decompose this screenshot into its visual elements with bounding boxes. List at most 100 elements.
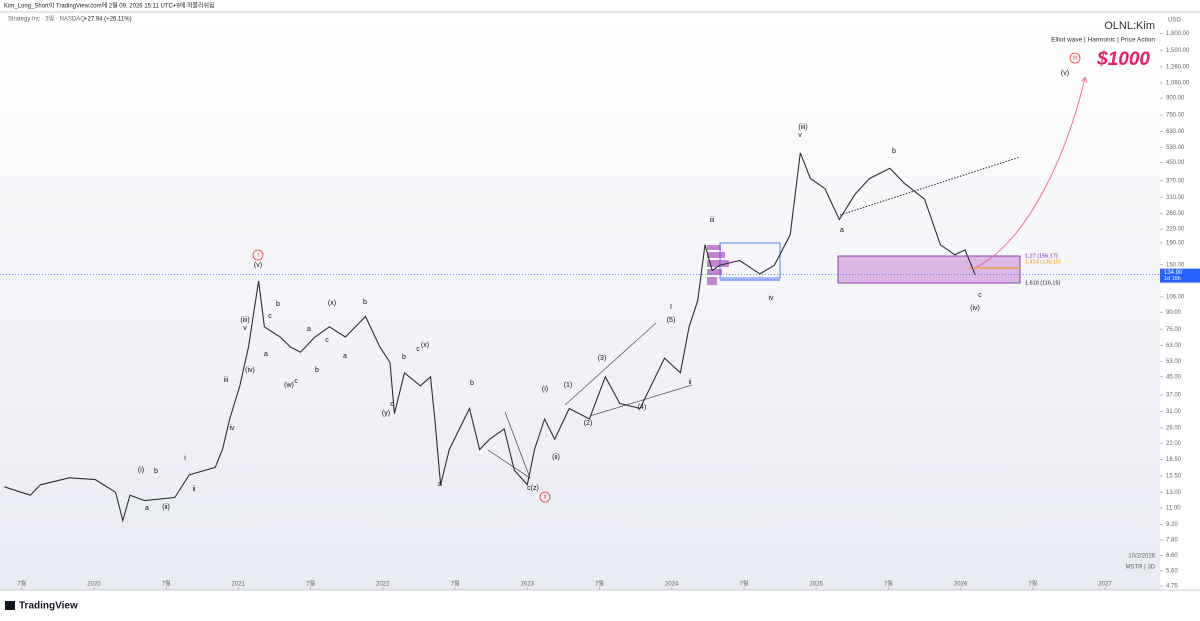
x-tick-label: 2026 (954, 582, 968, 588)
y-tick-label: 1,260.00 (1166, 64, 1190, 70)
y-tick-label: 4.75 (1166, 584, 1178, 590)
x-tick-label: 7월 (740, 580, 749, 588)
wave-label: a (438, 481, 442, 488)
y-tick-label: 13.00 (1166, 490, 1182, 496)
wave-label: b (276, 301, 280, 308)
wave-label: (iii) (798, 124, 807, 131)
wave-label: a (145, 505, 149, 512)
wave-label: (2) (584, 420, 593, 427)
wave-label: b (402, 354, 406, 361)
x-tick-label: 2024 (665, 582, 679, 588)
y-tick-label: 6.60 (1166, 553, 1178, 559)
y-tick-label: 31.00 (1166, 409, 1182, 415)
y-tick-label: 63.00 (1166, 343, 1182, 349)
wave-label: ii (688, 379, 692, 386)
y-tick-label: 1,500.00 (1166, 48, 1190, 54)
wave-label: (w) (284, 382, 294, 389)
wave-label: b (892, 148, 896, 155)
x-tick-label: 2022 (376, 582, 390, 588)
date-note: 10/2/2026 (1128, 554, 1155, 560)
chart-subtitle: Elliot wave | Harmonic | Price Action (1051, 37, 1155, 44)
wave-label: v (243, 325, 247, 332)
volume-profile (707, 245, 729, 285)
wave-label: (i) (542, 386, 548, 393)
wave-label: I (670, 304, 672, 311)
y-tick-label: 45.00 (1166, 374, 1182, 380)
wave-label: ii (192, 486, 196, 493)
x-tick-label: 7월 (17, 580, 26, 588)
wave-label: v (798, 132, 802, 139)
fib-zone (837, 255, 1021, 284)
wave-label: iii (710, 217, 715, 224)
wave-label: iii (1073, 56, 1077, 62)
wave-label: b (154, 468, 158, 475)
x-tick-label: 7월 (1028, 580, 1037, 588)
projection-curve (974, 78, 1085, 269)
wave-label: (4) (638, 404, 647, 411)
y-tick-label: 1,800.00 (1166, 31, 1190, 37)
wave-label: (iv) (245, 367, 255, 374)
x-tick-label: 2023 (521, 582, 535, 588)
y-tick-label: 150.00 (1166, 262, 1185, 268)
y-tick-label: 75.00 (1166, 327, 1182, 333)
y-tick-label: 370.00 (1166, 178, 1185, 184)
change: +27.94 (+26.11%) (84, 17, 132, 23)
y-tick-label: 9.20 (1166, 522, 1178, 528)
wave-label: ii (544, 495, 547, 501)
wave-label: (3) (598, 355, 607, 362)
wave-label: c (390, 401, 394, 408)
y-tick-label: 5.60 (1166, 568, 1178, 574)
wave-label: i (257, 253, 258, 259)
y-tick-label: 310.00 (1166, 195, 1185, 201)
wave-label: c (294, 378, 298, 385)
wave-label: (ii) (552, 454, 560, 461)
wave-label: (ii) (162, 504, 170, 511)
fib-label: 1.618 (116.15) (1025, 280, 1061, 286)
wave-label: a (840, 227, 844, 234)
y-tick-label: 750.00 (1166, 113, 1185, 119)
wave-label: (x) (421, 342, 429, 349)
price-axis-area (1160, 12, 1200, 590)
x-tick-label: 7월 (884, 580, 893, 588)
wave-label: b (363, 299, 367, 306)
logo[interactable]: TradingView (19, 601, 78, 612)
x-tick-label: 7월 (306, 580, 315, 588)
wave-label: iv (229, 425, 235, 432)
wave-label: (v) (254, 262, 262, 269)
wave-label: (x) (328, 300, 336, 307)
y-tick-label: 106.00 (1166, 295, 1185, 301)
wave-label: iv (768, 295, 774, 302)
y-tick-label: 11.00 (1166, 505, 1181, 511)
wave-label: (iii) (240, 317, 249, 324)
wave-circle (1069, 52, 1081, 64)
wave-circle (539, 491, 551, 503)
x-tick-label: 2027 (1098, 582, 1112, 588)
y-tick-label: 1,060.00 (1166, 80, 1190, 86)
y-tick-label: 260.00 (1166, 211, 1185, 217)
wave-label: (i) (138, 467, 144, 474)
y-tick-label: 37.00 (1166, 393, 1182, 399)
wave-label: (y) (382, 410, 390, 417)
wave-label: c (268, 313, 272, 320)
y-tick-label: 18.50 (1166, 457, 1182, 463)
y-tick-label: 450.00 (1166, 160, 1185, 166)
symbol-note: MSTR | 3D (1125, 565, 1155, 571)
x-tick-label: 7월 (595, 580, 604, 588)
x-tick-label: 2021 (232, 582, 246, 588)
y-tick-label: 15.50 (1166, 474, 1182, 480)
price-line (4, 152, 976, 523)
y-tick-label: 53.00 (1166, 359, 1182, 365)
fib-label: 1.414 (136.19) (1025, 259, 1061, 265)
x-tick-label: 2020 (87, 582, 101, 588)
x-tick-label: 7월 (451, 580, 460, 588)
wave-label: b (315, 367, 319, 374)
y-tick-label: 220.00 (1166, 227, 1185, 233)
plot-area (0, 12, 1160, 590)
fib-label: 1.27 (156.17) (1025, 253, 1058, 259)
wave-label: a (307, 326, 311, 333)
publisher: Kim_Long_Short이 TradingView.com에 2월 09, … (4, 2, 215, 10)
logo-mark (5, 601, 15, 610)
wave-label: (v) (1061, 70, 1069, 77)
y-tick-label: 190.00 (1166, 240, 1185, 246)
